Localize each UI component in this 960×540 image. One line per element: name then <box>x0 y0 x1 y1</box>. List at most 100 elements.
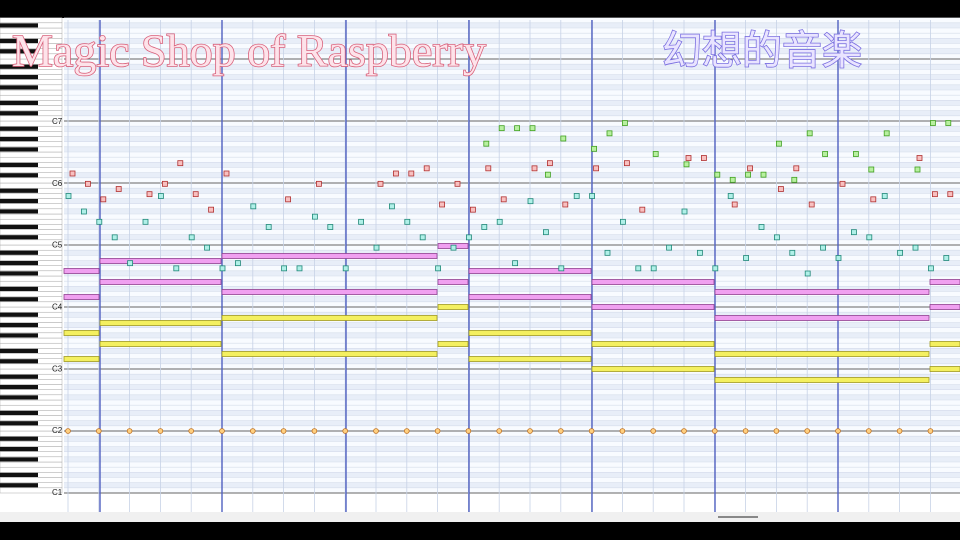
black-key <box>0 173 38 178</box>
black-key <box>0 250 38 255</box>
white-key <box>0 17 63 24</box>
drum-note <box>311 428 318 434</box>
pitch-row <box>64 121 960 127</box>
note <box>747 165 753 172</box>
note <box>835 255 842 261</box>
octave-label: C1 <box>52 488 63 497</box>
note <box>591 366 715 372</box>
pitch-row <box>64 100 960 106</box>
note <box>221 351 438 357</box>
black-key <box>0 126 38 131</box>
pitch-row <box>64 84 960 90</box>
note <box>866 234 873 241</box>
pitch-row <box>64 167 960 173</box>
note <box>315 180 322 187</box>
pitch-row <box>64 126 960 132</box>
video-subtitle: 幻想的音楽 <box>662 28 862 74</box>
drum-note <box>650 428 656 434</box>
note <box>620 218 626 225</box>
note <box>652 151 659 157</box>
pitch-row <box>64 410 960 416</box>
note <box>714 377 930 383</box>
white-key <box>0 89 63 96</box>
note <box>622 120 628 126</box>
pitch-row <box>64 301 960 307</box>
drum-note <box>342 428 349 434</box>
note <box>714 351 930 357</box>
pitch-row <box>64 229 960 235</box>
note <box>822 151 828 157</box>
pitch-row <box>64 245 960 251</box>
note <box>870 196 877 203</box>
note <box>789 249 796 256</box>
octave-label: C3 <box>52 364 63 373</box>
note <box>573 193 580 199</box>
white-key <box>0 415 63 421</box>
pitch-row <box>64 69 960 75</box>
note <box>529 125 536 132</box>
octave-label: C4 <box>52 303 63 312</box>
pitch-row <box>64 64 960 70</box>
pitch-row <box>64 462 960 468</box>
drum-note <box>896 428 903 434</box>
pitch-row <box>64 472 960 478</box>
pitch-row <box>64 141 960 147</box>
black-key <box>0 49 38 54</box>
note <box>373 244 380 251</box>
note <box>465 234 472 241</box>
black-key <box>0 410 38 415</box>
note <box>853 151 859 157</box>
octave-label: C7 <box>52 117 63 126</box>
white-key <box>0 229 63 235</box>
black-key <box>0 137 38 142</box>
drum-note <box>835 428 841 434</box>
drum-note <box>157 428 164 434</box>
black-key <box>0 359 38 364</box>
note <box>545 171 551 178</box>
note <box>591 304 715 310</box>
pitch-row <box>64 105 960 111</box>
scrollbar[interactable] <box>0 512 960 522</box>
scroll-thumb[interactable] <box>718 516 758 518</box>
pitch-row <box>64 115 960 121</box>
keyboard[interactable] <box>0 17 63 494</box>
note <box>469 206 476 213</box>
white-key <box>0 94 63 101</box>
note <box>377 180 384 187</box>
pitch-row <box>64 250 960 256</box>
note <box>562 201 569 208</box>
pitch-row <box>64 33 960 39</box>
black-key <box>0 333 38 338</box>
pitch-row <box>64 188 960 194</box>
pitch-row <box>64 400 960 406</box>
note <box>481 224 488 230</box>
note <box>929 366 960 372</box>
white-key <box>0 379 63 385</box>
note <box>111 234 118 241</box>
pitch-row <box>64 353 960 359</box>
black-key <box>0 395 38 400</box>
note <box>650 265 657 272</box>
white-key <box>0 399 63 406</box>
note <box>606 130 613 137</box>
drum-note <box>280 428 287 434</box>
octave-label: C5 <box>52 241 63 250</box>
pitch-row <box>64 348 960 354</box>
note <box>639 206 646 213</box>
note <box>897 249 903 256</box>
pitch-row <box>64 74 960 80</box>
white-key <box>0 280 63 287</box>
black-key <box>0 385 38 390</box>
note <box>388 203 395 210</box>
pitch-row <box>64 183 960 189</box>
note <box>281 265 288 272</box>
drum-note <box>557 428 564 434</box>
drum-note <box>403 428 410 434</box>
pitch-row <box>64 90 960 96</box>
pitch-row <box>64 17 960 23</box>
black-key <box>0 147 38 152</box>
pitch-row <box>64 482 960 488</box>
note <box>947 191 954 198</box>
